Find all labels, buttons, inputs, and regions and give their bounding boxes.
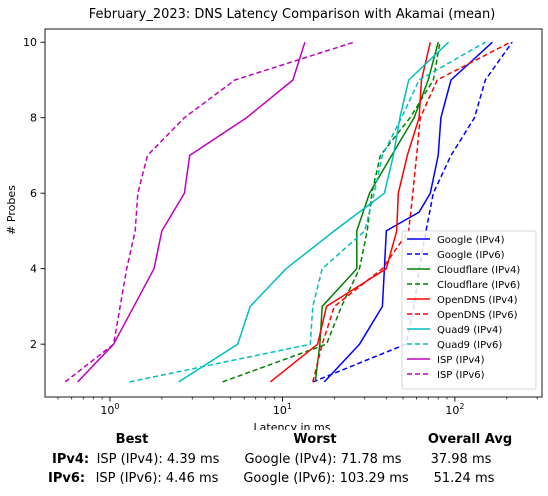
x-tick-label: 100 (100, 402, 119, 417)
legend-box (401, 230, 537, 390)
legend-entry: OpenDNS (IPv6) (437, 310, 518, 321)
y-tick-label: 8 (30, 112, 37, 125)
series-line-isp-ipv4 (77, 41, 306, 383)
summary-best-ipv4: ISP (IPv4): 4.39 ms (96, 452, 220, 467)
summary-avg-ipv6: 51.24 ms (433, 471, 495, 486)
dns-latency-chart: February_2023: DNS Latency Comparison wi… (5, 7, 543, 430)
series-line-opendns-ipv6 (312, 41, 511, 383)
legend-entry: ISP (IPv6) (437, 370, 485, 381)
y-tick-label: 6 (30, 187, 37, 200)
series-line-quad9-ipv4 (178, 41, 450, 383)
summary-table: Best Worst Overall Avg IPv4: ISP (IPv4):… (0, 430, 548, 490)
legend-entry: Quad9 (IPv6) (437, 340, 502, 351)
series-line-google-ipv4 (323, 41, 493, 383)
series-line-google-ipv6 (312, 41, 513, 383)
legend-entry: Quad9 (IPv4) (437, 325, 502, 336)
summary-worst-ipv4: Google (IPv4): 71.78 ms (244, 452, 402, 467)
summary-header-avg: Overall Avg (427, 432, 513, 447)
y-axis-label: # Probes (5, 185, 18, 235)
y-tick-label: 10 (23, 36, 37, 49)
summary-avg-ipv4: 37.98 ms (430, 452, 492, 467)
plot-area: 100 101 102 2 4 6 8 10 (23, 28, 543, 417)
legend-entry: Cloudflare (IPv6) (437, 280, 520, 291)
x-axis-label: Latency in ms (254, 421, 331, 430)
chart-title: February_2023: DNS Latency Comparison wi… (89, 7, 496, 22)
legend: Google (IPv4) Google (IPv6) Cloudflare (IP… (401, 230, 537, 390)
summary-header-best: Best (115, 432, 149, 447)
summary-row-label-ipv4: IPv4: (52, 452, 90, 467)
axes-frame (44, 28, 543, 398)
legend-entry: Cloudflare (IPv4) (437, 265, 520, 276)
legend-entry: Google (IPv6) (437, 250, 505, 261)
x-tick-label: 101 (273, 402, 292, 417)
y-tick-label: 2 (30, 338, 37, 351)
legend-entry: ISP (IPv4) (437, 355, 485, 366)
y-tick-label: 4 (30, 263, 37, 276)
x-tick-label: 102 (445, 402, 464, 417)
summary-best-ipv6: ISP (IPv6): 4.46 ms (95, 471, 219, 486)
summary-row-label-ipv6: IPv6: (48, 471, 86, 486)
legend-entry: OpenDNS (IPv4) (437, 295, 518, 306)
series-line-opendns-ipv4 (269, 42, 432, 383)
legend-entry: Google (IPv4) (437, 235, 505, 246)
series-line-quad9-ipv6 (129, 41, 486, 383)
summary-worst-ipv6: Google (IPv6): 103.29 ms (243, 471, 409, 486)
series-line-isp-ipv6 (64, 41, 355, 383)
summary-header-worst: Worst (293, 432, 337, 447)
